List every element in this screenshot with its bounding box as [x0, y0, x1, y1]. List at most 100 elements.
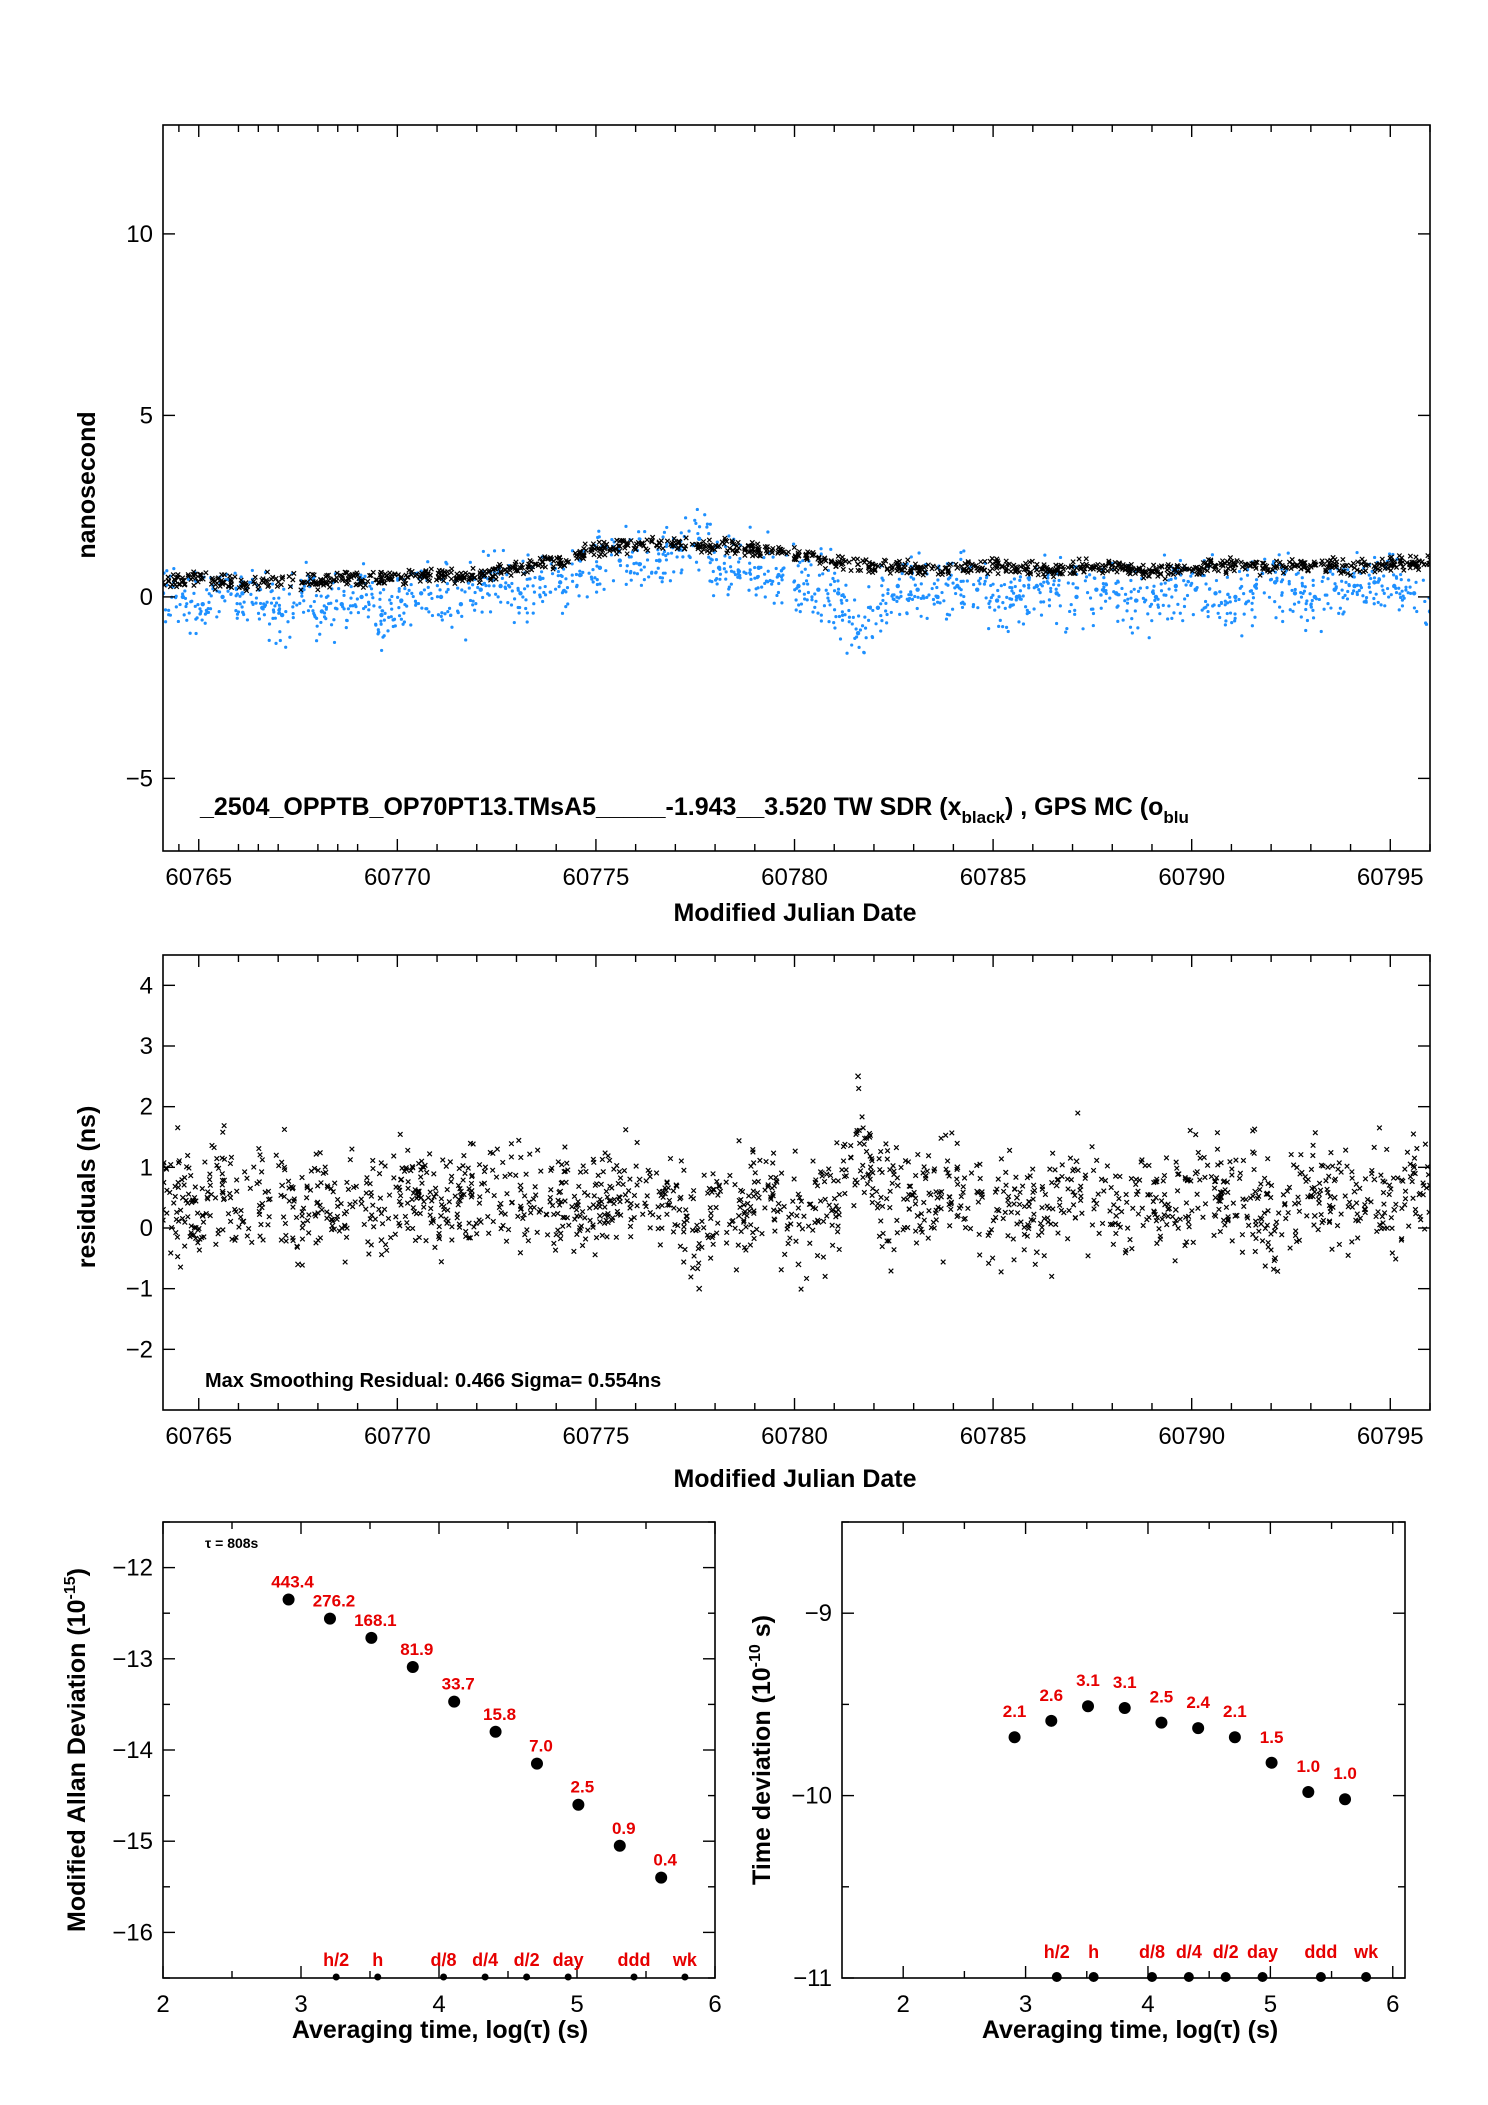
gps-point-fill	[284, 645, 288, 649]
mdev-xtick-label: 3	[294, 1991, 307, 2018]
twsdr-point-fill	[822, 565, 829, 572]
gps-point-fill	[1125, 609, 1129, 613]
gps-point-fill	[1311, 583, 1315, 588]
twsdr-point	[298, 579, 306, 586]
gps-point	[1074, 594, 1079, 600]
gps-point-fill	[826, 596, 830, 600]
residual-point-fill	[207, 1182, 214, 1189]
residual-point-fill	[600, 1169, 606, 1175]
gps-point-fill	[594, 590, 599, 594]
gps-point-fill	[1404, 588, 1408, 592]
residual-point-fill	[1047, 1166, 1053, 1172]
gps-point-fill	[510, 581, 514, 586]
residual-point-fill	[467, 1235, 474, 1241]
gps-point-fill	[271, 616, 275, 620]
residual-point-fill	[191, 1224, 198, 1231]
gps-point-fill	[1116, 579, 1120, 583]
gps-point-fill	[1334, 585, 1338, 589]
residual-point-fill	[381, 1206, 388, 1213]
gps-point-fill	[898, 612, 902, 616]
gps-point-fill	[1161, 603, 1165, 607]
residual-point-fill	[254, 1180, 260, 1187]
gps-point-fill	[900, 571, 904, 576]
twsdr-point-fill	[1413, 554, 1419, 560]
residual-point-fill	[747, 1242, 754, 1248]
twsdr-point	[716, 543, 723, 550]
residual-point-fill	[551, 1240, 557, 1247]
annotation-main: _2504_OPPTB_OP70PT13.TMsA5_____-1.943__3…	[199, 793, 962, 821]
residual-point	[755, 1194, 762, 1201]
gps-point-fill	[267, 638, 271, 642]
mdev-ytick-label: −12	[112, 1555, 153, 1582]
residual-point-fill	[551, 1211, 557, 1218]
residual-point	[676, 1206, 683, 1213]
residual-point-fill	[873, 1188, 880, 1195]
residual-point	[1053, 1182, 1060, 1189]
gps-point-fill	[993, 608, 997, 612]
residual-point-fill	[569, 1203, 575, 1210]
gps-point-fill	[1424, 622, 1429, 626]
residual-point-fill	[521, 1212, 527, 1218]
residual-point-fill	[421, 1198, 427, 1205]
residual-point	[1192, 1170, 1199, 1177]
twsdr-point-fill	[352, 571, 358, 577]
residual-point-fill	[468, 1180, 475, 1187]
residual-point-fill	[599, 1232, 606, 1239]
gps-point-fill	[989, 595, 993, 600]
residual-point-fill	[689, 1265, 696, 1271]
twsdr-point-fill	[1034, 561, 1040, 568]
residual-point	[1351, 1188, 1358, 1195]
gps-point-fill	[1194, 587, 1198, 591]
residual-point-fill	[196, 1247, 203, 1253]
residual-point	[1371, 1176, 1378, 1183]
residual-point-fill	[1362, 1176, 1369, 1182]
gps-point-fill	[1003, 606, 1007, 610]
residual-point-fill	[172, 1193, 178, 1200]
twsdr-point-fill	[614, 551, 620, 557]
gps-point	[319, 609, 325, 614]
residual-point-fill	[1190, 1239, 1196, 1246]
residual-point-fill	[257, 1152, 263, 1158]
gps-point	[359, 594, 364, 600]
residual-point-fill	[313, 1151, 319, 1157]
gps-point-fill	[241, 611, 245, 615]
residual-point-fill	[460, 1162, 466, 1169]
gps-point-fill	[1004, 625, 1009, 629]
gps-point-fill	[1242, 612, 1246, 616]
residual-point-fill	[1420, 1180, 1426, 1186]
residual-point-fill	[656, 1214, 662, 1221]
residual-point-fill	[604, 1234, 610, 1240]
gps-point-fill	[315, 616, 319, 620]
gps-point-fill	[885, 621, 889, 625]
gps-point-fill	[917, 551, 921, 555]
gps-point-fill	[1123, 599, 1127, 603]
residual-point-fill	[173, 1229, 179, 1236]
residual-point-fill	[504, 1190, 510, 1197]
residual-point-fill	[1096, 1230, 1102, 1237]
mdev-xlabel: Averaging time, log(τ) (s)	[292, 2016, 588, 2044]
gps-point-fill	[797, 589, 802, 593]
gps-point-fill	[207, 600, 211, 604]
twsdr-point-fill	[1379, 562, 1385, 569]
residual-point-fill	[616, 1168, 623, 1175]
gps-point-fill	[295, 603, 299, 607]
gps-point-fill	[1326, 577, 1330, 581]
gps-point-fill	[383, 611, 387, 615]
twsdr-point	[1033, 566, 1040, 573]
twsdr-point-fill	[633, 546, 639, 553]
residual-point-fill	[1265, 1180, 1271, 1187]
twsdr-point-fill	[1338, 570, 1344, 576]
residual-point-fill	[670, 1229, 677, 1235]
gps-point-fill	[664, 554, 668, 558]
gps-point-fill	[675, 555, 679, 559]
residual-point-fill	[967, 1225, 974, 1232]
residual-point-fill	[1039, 1186, 1046, 1193]
gps-point-fill	[1064, 630, 1068, 634]
residual-point-fill	[1288, 1151, 1294, 1158]
residual-point-fill	[948, 1206, 954, 1213]
residual-point-fill	[1046, 1205, 1052, 1211]
gps-point-fill	[402, 611, 406, 615]
gps-point-fill	[571, 579, 575, 583]
twsdr-point	[894, 563, 901, 570]
residual-point-fill	[484, 1187, 491, 1194]
